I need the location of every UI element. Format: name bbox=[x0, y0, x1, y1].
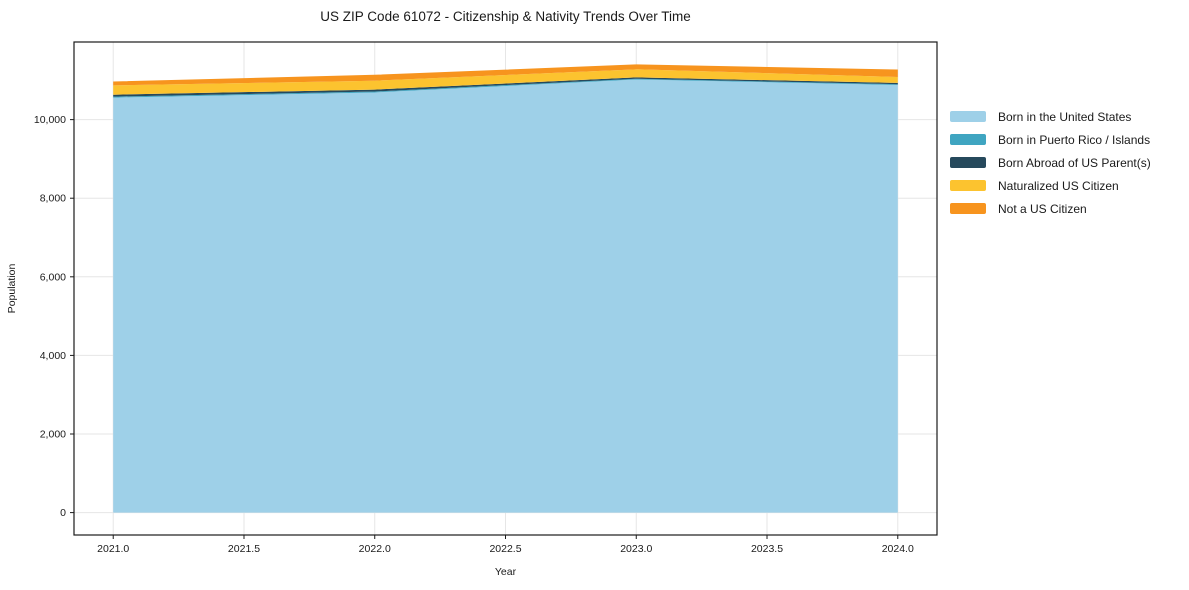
legend-swatch-icon bbox=[950, 157, 986, 168]
y-tick-label: 2,000 bbox=[40, 429, 66, 441]
y-tick-label: 4,000 bbox=[40, 350, 66, 362]
y-tick-label: 8,000 bbox=[40, 193, 66, 205]
legend-item: Naturalized US Citizen bbox=[950, 174, 1151, 197]
legend-item: Born in the United States bbox=[950, 105, 1151, 128]
area-series-3 bbox=[113, 69, 898, 95]
x-tick-label: 2023.0 bbox=[620, 543, 652, 555]
x-tick-label: 2021.5 bbox=[228, 543, 260, 555]
x-tick-label: 2022.5 bbox=[489, 543, 521, 555]
legend-label: Born in the United States bbox=[998, 109, 1132, 124]
legend-label: Born in Puerto Rico / Islands bbox=[998, 132, 1151, 147]
y-tick-label: 10,000 bbox=[34, 114, 66, 126]
y-tick-label: 6,000 bbox=[40, 271, 66, 283]
legend-swatch-icon bbox=[950, 180, 986, 191]
legend-label: Not a US Citizen bbox=[998, 201, 1087, 216]
area-series-4 bbox=[113, 64, 898, 86]
x-axis-label: Year bbox=[495, 566, 517, 578]
legend-swatch-icon bbox=[950, 111, 986, 122]
legend: Born in the United States Born in Puerto … bbox=[950, 105, 1151, 220]
legend-swatch-icon bbox=[950, 203, 986, 214]
y-tick-label: 0 bbox=[60, 507, 66, 519]
legend-item: Born Abroad of US Parent(s) bbox=[950, 151, 1151, 174]
x-tick-label: 2021.0 bbox=[97, 543, 129, 555]
x-tick-label: 2023.5 bbox=[751, 543, 783, 555]
legend-swatch-icon bbox=[950, 134, 986, 145]
chart-title: US ZIP Code 61072 - Citizenship & Nativi… bbox=[320, 9, 691, 24]
legend-item: Not a US Citizen bbox=[950, 197, 1151, 220]
area-series-2 bbox=[113, 77, 898, 97]
area-series-1 bbox=[113, 78, 898, 98]
x-tick-label: 2022.0 bbox=[359, 543, 391, 555]
legend-label: Naturalized US Citizen bbox=[998, 178, 1119, 193]
legend-label: Born Abroad of US Parent(s) bbox=[998, 155, 1151, 170]
x-tick-label: 2024.0 bbox=[882, 543, 914, 555]
y-axis-label: Population bbox=[6, 264, 18, 314]
area-series-0 bbox=[113, 79, 898, 513]
legend-item: Born in Puerto Rico / Islands bbox=[950, 128, 1151, 151]
